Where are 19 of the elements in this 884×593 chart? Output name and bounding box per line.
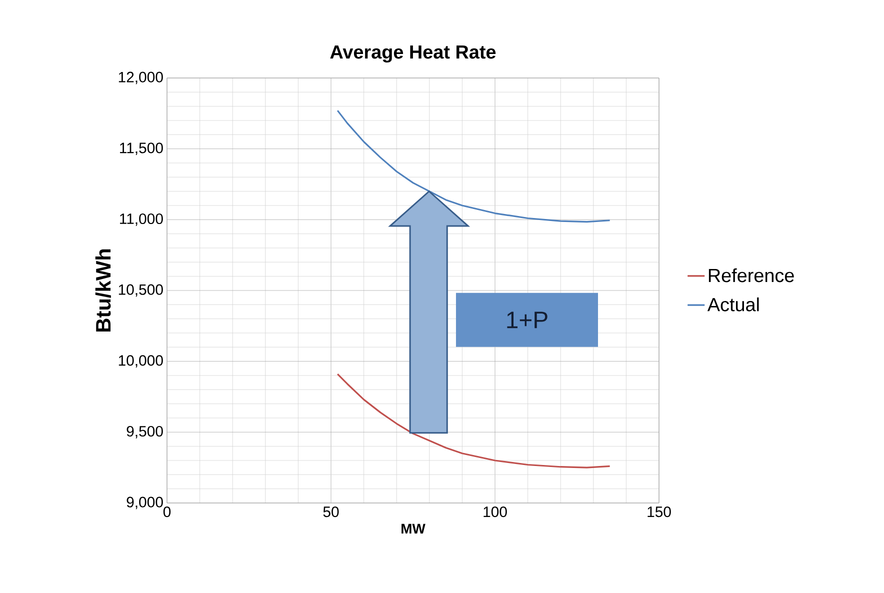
annotation: 1+P <box>507 312 548 328</box>
legend-label: Reference <box>708 268 794 282</box>
x-tick-label: 150 <box>648 506 671 518</box>
y-tick-label: 10,500 <box>118 284 163 297</box>
line-series <box>336 110 611 223</box>
y-tick-label: 9,000 <box>126 496 163 510</box>
x-tick-label: 100 <box>484 506 507 518</box>
line-series <box>336 373 611 468</box>
y-tick-label: 11,500 <box>120 142 163 155</box>
y-tick-label: 12,000 <box>118 72 163 84</box>
chart-title: Average Heat Rate <box>330 45 496 63</box>
x-tick-label: 50 <box>323 506 339 518</box>
x-tick-label: 0 <box>163 506 171 518</box>
x-axis-title: MW <box>402 524 426 534</box>
y-tick-label: 11,000 <box>120 213 163 226</box>
y-axis-title: Btu/kWh <box>95 249 111 332</box>
y-tick-label: 10,000 <box>118 355 163 368</box>
y-tick-label: 9,500 <box>126 426 163 438</box>
legend-label: Actual <box>707 297 759 312</box>
